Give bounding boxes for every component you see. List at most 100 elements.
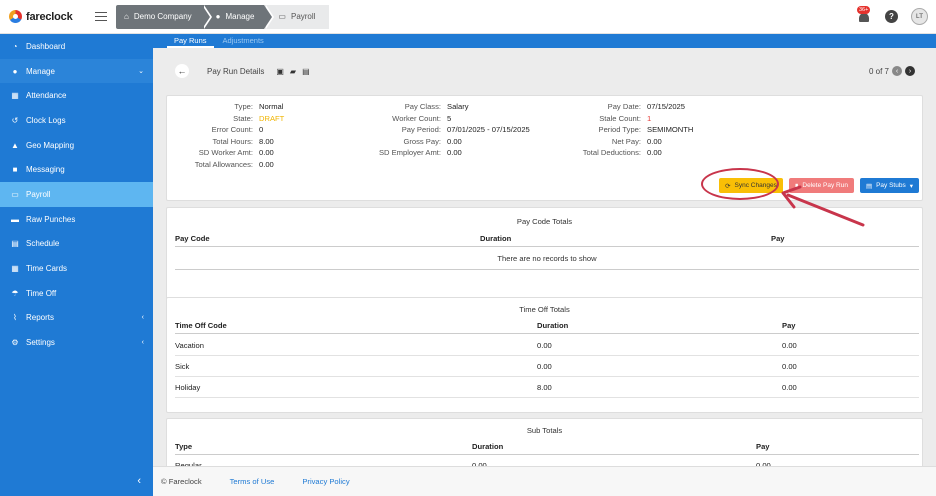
fareclock-logo[interactable]: fareclock	[9, 10, 91, 23]
table-header: Pay Code Duration Pay	[175, 230, 919, 247]
breadcrumb-manage[interactable]: ● Manage	[201, 4, 275, 29]
top-bar: fareclock ⌂ Demo Company ● Manage ▭ Payr…	[0, 0, 936, 34]
sidebar-item-reports[interactable]: ⌇ Reports ‹	[0, 306, 153, 331]
notifications-bell-icon[interactable]: 36+	[857, 5, 871, 24]
sidebar-item-attendance[interactable]: ▦ Attendance	[11, 91, 67, 101]
footer: © Fareclock Terms of Use Privacy Policy	[153, 466, 936, 496]
breadcrumb: ⌂ Demo Company ● Manage ▭ Payroll	[116, 4, 330, 29]
pay-stubs-button[interactable]: ▤ Pay Stubs ▾	[859, 178, 919, 193]
sidebar-item-payroll[interactable]: ▭ Payroll	[0, 182, 153, 207]
card-title: Sub Totals	[526, 426, 563, 435]
summary-label: Worker Count:	[392, 113, 441, 123]
trash-icon: ▮	[794, 182, 799, 190]
avatar[interactable]: LT	[911, 8, 928, 25]
summary-label: Gross Pay:	[403, 136, 441, 146]
chevron-left-icon: ‹	[137, 475, 141, 487]
sidebar-item-raw-punches[interactable]: ▬ Raw Punches	[11, 214, 76, 224]
logo-icon	[9, 10, 22, 23]
home-icon: ⌂	[124, 12, 129, 21]
summary-label: Net Pay:	[611, 136, 641, 146]
summary-value: 0.00	[647, 148, 662, 157]
summary-label: Total Deductions:	[582, 148, 641, 157]
chevron-down-icon: ⌄	[138, 68, 144, 76]
summary-label: Total Hours:	[212, 136, 253, 146]
sidebar-item-schedule[interactable]: ▤ Schedule	[11, 239, 60, 249]
summary-label: SD Worker Amt:	[198, 148, 253, 157]
sidebar-item-clock-logs[interactable]: ↺ Clock Logs	[11, 115, 66, 125]
summary-label: Total Allowances:	[194, 159, 253, 169]
summary-value: Normal	[259, 102, 284, 111]
tab-adjustments[interactable]: Adjustments	[222, 36, 264, 45]
sidebar-item-time-off[interactable]: ☂ Time Off	[11, 288, 57, 298]
id-card-icon[interactable]: ▣	[276, 66, 284, 76]
gauge-icon: ◔	[12, 41, 18, 51]
table-header: Time Off Code Duration Pay	[175, 317, 919, 334]
gear-icon: ⚙	[11, 338, 19, 348]
chevron-left-icon: ‹	[141, 339, 144, 347]
logo-text: fareclock	[26, 10, 73, 23]
summary-label: Stale Count:	[599, 113, 641, 123]
table-row: Holiday 8.00 0.00	[175, 378, 919, 398]
previous-icon[interactable]: ‹	[892, 66, 902, 76]
tab-bar: Pay Runs Adjustments	[153, 34, 936, 48]
summary-value: 0.00	[447, 136, 462, 146]
delete-pay-run-button[interactable]: ▮ Delete Pay Run	[788, 178, 854, 193]
page-title: Pay Run Details	[207, 66, 265, 76]
back-arrow-icon[interactable]: ←	[175, 64, 189, 78]
sidebar-item-settings[interactable]: ⚙ Settings ‹	[11, 338, 144, 348]
summary-value: 0.00	[259, 148, 274, 157]
document-icon: ▤	[865, 182, 873, 190]
sidebar-item-dashboard[interactable]: ◔ Dashboard	[0, 34, 153, 59]
summary-label: Period Type:	[598, 125, 642, 134]
caret-down-icon: ▾	[909, 182, 913, 190]
status-badge: DRAFT	[259, 113, 285, 123]
truck-icon[interactable]: ▰	[289, 66, 297, 76]
summary-label: SD Employer Amt:	[378, 148, 441, 157]
summary-label: State:	[233, 113, 253, 123]
card-title: Pay Code Totals	[516, 217, 573, 226]
highlight-ellipse	[701, 168, 779, 200]
summary-label: Pay Date:	[607, 102, 641, 111]
sidebar-item-time-cards[interactable]: ▦ Time Cards	[11, 264, 68, 274]
calendar-icon: ▤	[11, 239, 19, 249]
sidebar-item-manage[interactable]: ● Manage ⌄	[0, 58, 153, 84]
map-icon: ▲	[11, 140, 19, 150]
sidebar-item-geo-mapping[interactable]: ▲ Geo Mapping	[11, 140, 75, 150]
stale-count-value: 1	[647, 113, 652, 123]
summary-label: Pay Period:	[401, 125, 441, 134]
chat-icon: ■	[12, 165, 18, 175]
tab-pay-runs[interactable]: Pay Runs	[167, 36, 214, 48]
summary-value: 0	[259, 125, 264, 134]
table-header: Type Duration Pay	[175, 438, 919, 455]
time-off-totals-card: Time Off Totals Time Off Code Duration P…	[166, 297, 923, 413]
table-row: Vacation 0.00 0.00	[175, 336, 919, 356]
summary-value: 0.00	[447, 148, 462, 157]
hamburger-menu-icon[interactable]	[95, 9, 107, 24]
calendar-grid-icon: ▦	[11, 91, 19, 101]
summary-label: Error Count:	[211, 125, 253, 134]
table-icon: ▦	[11, 264, 19, 274]
summary-label: Pay Class:	[404, 102, 441, 111]
empty-state: There are no records to show	[175, 248, 919, 270]
privacy-policy-link[interactable]: Privacy Policy	[302, 477, 350, 486]
summary-label: Type:	[234, 102, 253, 111]
money-icon: ▭	[11, 189, 19, 199]
next-icon[interactable]: ›	[905, 66, 915, 76]
summary-value: 0.00	[647, 136, 662, 146]
print-icon[interactable]: ▤	[302, 66, 310, 76]
breadcrumb-demo-company[interactable]: ⌂ Demo Company	[116, 4, 212, 29]
sidebar: ◔ Dashboard ● Manage ⌄ ▦ Attendance ↺ Clock L…	[0, 34, 153, 496]
terms-of-use-link[interactable]: Terms of Use	[229, 477, 275, 486]
history-icon: ↺	[11, 115, 19, 125]
user-icon: ●	[12, 66, 18, 76]
pay-run-header: ← Pay Run Details ▣ ▰ ▤ 0 of 7 ‹ ›	[153, 48, 936, 94]
chevron-left-icon: ‹	[141, 314, 144, 322]
help-icon[interactable]: ?	[885, 10, 898, 23]
sidebar-collapse-button[interactable]: ‹	[0, 466, 153, 496]
truck-icon: ▬	[11, 214, 19, 224]
summary-value: 5	[447, 113, 452, 123]
chart-icon: ⌇	[13, 313, 17, 323]
summary-value: 0.00	[259, 159, 274, 169]
umbrella-icon: ☂	[11, 288, 19, 298]
sidebar-item-messaging[interactable]: ■ Messaging	[0, 157, 153, 182]
